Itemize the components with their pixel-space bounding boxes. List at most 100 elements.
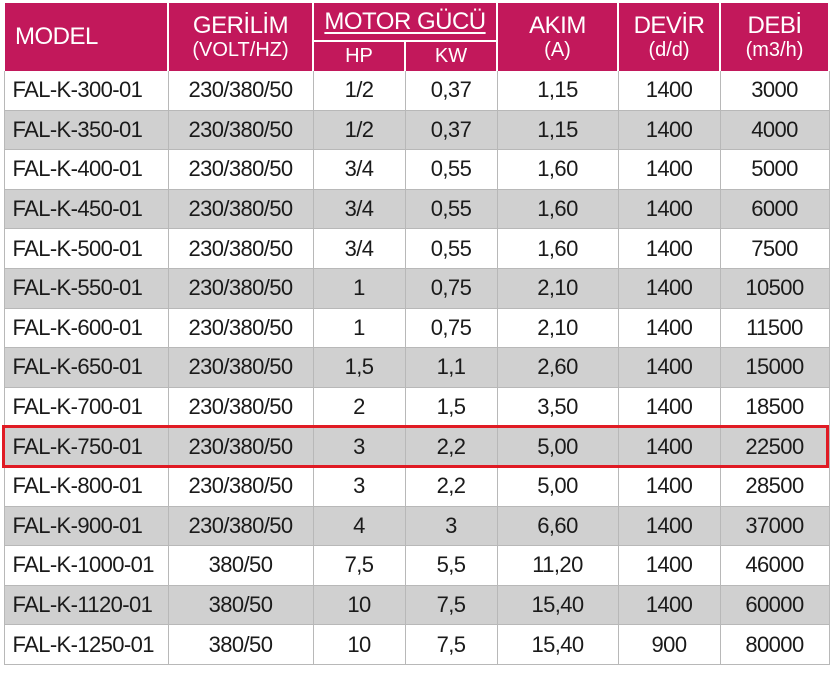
cell-current: 2,10 bbox=[496, 308, 619, 349]
cell-voltage: 230/380/50 bbox=[167, 387, 314, 428]
cell-hp: 1 bbox=[312, 268, 406, 309]
cell-voltage: 380/50 bbox=[167, 545, 314, 586]
cell-kw: 2,2 bbox=[404, 466, 498, 507]
table-row-highlighted: FAL-K-750-01 230/380/50 3 2,2 5,00 1400 22500 bbox=[3, 426, 830, 467]
cell-kw: 5,5 bbox=[404, 545, 498, 586]
cell-flow: 37000 bbox=[719, 506, 830, 547]
cell-speed: 900 bbox=[617, 624, 721, 665]
cell-hp: 3 bbox=[312, 466, 406, 507]
cell-speed: 1400 bbox=[617, 545, 721, 586]
cell-voltage: 230/380/50 bbox=[167, 506, 314, 547]
cell-flow: 11500 bbox=[719, 308, 830, 349]
cell-model: FAL-K-450-01 bbox=[3, 189, 169, 230]
table-header: MODEL GERİLİM (VOLT/HZ) MOTOR GÜCÜ AKIM … bbox=[3, 3, 830, 71]
cell-hp: 1 bbox=[312, 308, 406, 349]
header-voltage: GERİLİM (VOLT/HZ) bbox=[167, 3, 314, 71]
cell-voltage: 230/380/50 bbox=[167, 268, 314, 309]
cell-voltage: 380/50 bbox=[167, 624, 314, 665]
cell-speed: 1400 bbox=[617, 387, 721, 428]
cell-hp: 1/2 bbox=[312, 71, 406, 111]
cell-flow: 46000 bbox=[719, 545, 830, 586]
cell-model: FAL-K-800-01 bbox=[3, 466, 169, 507]
cell-current: 1,15 bbox=[496, 71, 619, 111]
cell-model: FAL-K-1000-01 bbox=[3, 545, 169, 586]
cell-hp: 10 bbox=[312, 585, 406, 626]
cell-model: FAL-K-750-01 bbox=[3, 426, 169, 467]
cell-current: 6,60 bbox=[496, 506, 619, 547]
cell-flow: 5000 bbox=[719, 149, 830, 190]
cell-voltage: 230/380/50 bbox=[167, 189, 314, 230]
cell-hp: 1,5 bbox=[312, 347, 406, 388]
table-row: FAL-K-800-01 230/380/50 3 2,2 5,00 1400 28500 bbox=[3, 466, 830, 507]
spec-table: MODEL GERİLİM (VOLT/HZ) MOTOR GÜCÜ AKIM … bbox=[3, 3, 830, 665]
cell-current: 2,10 bbox=[496, 268, 619, 309]
cell-current: 1,15 bbox=[496, 110, 619, 151]
cell-speed: 1400 bbox=[617, 506, 721, 547]
cell-kw: 0,75 bbox=[404, 268, 498, 309]
header-flow: DEBİ (m3/h) bbox=[719, 3, 830, 71]
cell-hp: 3/4 bbox=[312, 228, 406, 269]
table-row: FAL-K-1250-01 380/50 10 7,5 15,40 900 80000 bbox=[3, 624, 830, 665]
cell-voltage: 230/380/50 bbox=[167, 426, 314, 467]
table-row: FAL-K-400-01 230/380/50 3/4 0,55 1,60 1400 500… bbox=[3, 149, 830, 190]
cell-voltage: 230/380/50 bbox=[167, 71, 314, 111]
cell-model: FAL-K-1250-01 bbox=[3, 624, 169, 665]
cell-voltage: 230/380/50 bbox=[167, 228, 314, 269]
cell-model: FAL-K-1120-01 bbox=[3, 585, 169, 626]
cell-current: 1,60 bbox=[496, 228, 619, 269]
table-row: FAL-K-900-01 230/380/50 4 3 6,60 1400 37000 bbox=[3, 506, 830, 547]
cell-kw: 0,75 bbox=[404, 308, 498, 349]
cell-speed: 1400 bbox=[617, 228, 721, 269]
cell-current: 1,60 bbox=[496, 149, 619, 190]
cell-voltage: 230/380/50 bbox=[167, 149, 314, 190]
cell-voltage: 380/50 bbox=[167, 585, 314, 626]
cell-model: FAL-K-500-01 bbox=[3, 228, 169, 269]
header-motor-power: MOTOR GÜCÜ bbox=[312, 3, 498, 42]
cell-kw: 1,1 bbox=[404, 347, 498, 388]
cell-speed: 1400 bbox=[617, 149, 721, 190]
cell-voltage: 230/380/50 bbox=[167, 110, 314, 151]
cell-speed: 1400 bbox=[617, 189, 721, 230]
cell-model: FAL-K-900-01 bbox=[3, 506, 169, 547]
cell-hp: 1/2 bbox=[312, 110, 406, 151]
cell-model: FAL-K-400-01 bbox=[3, 149, 169, 190]
cell-kw: 1,5 bbox=[404, 387, 498, 428]
cell-hp: 7,5 bbox=[312, 545, 406, 586]
cell-flow: 7500 bbox=[719, 228, 830, 269]
cell-kw: 0,55 bbox=[404, 149, 498, 190]
cell-kw: 0,37 bbox=[404, 71, 498, 111]
cell-flow: 22500 bbox=[719, 426, 830, 467]
cell-current: 15,40 bbox=[496, 585, 619, 626]
table-row: FAL-K-500-01 230/380/50 3/4 0,55 1,60 1400 750… bbox=[3, 228, 830, 269]
cell-current: 1,60 bbox=[496, 189, 619, 230]
cell-voltage: 230/380/50 bbox=[167, 466, 314, 507]
cell-current: 3,50 bbox=[496, 387, 619, 428]
cell-speed: 1400 bbox=[617, 308, 721, 349]
cell-current: 2,60 bbox=[496, 347, 619, 388]
cell-hp: 3 bbox=[312, 426, 406, 467]
table-row: FAL-K-1000-01 380/50 7,5 5,5 11,20 1400 46000 bbox=[3, 545, 830, 586]
cell-flow: 18500 bbox=[719, 387, 830, 428]
cell-current: 11,20 bbox=[496, 545, 619, 586]
table-row: FAL-K-450-01 230/380/50 3/4 0,55 1,60 1400 600… bbox=[3, 189, 830, 230]
cell-current: 5,00 bbox=[496, 426, 619, 467]
cell-voltage: 230/380/50 bbox=[167, 308, 314, 349]
cell-hp: 4 bbox=[312, 506, 406, 547]
cell-flow: 10500 bbox=[719, 268, 830, 309]
header-current: AKIM (A) bbox=[496, 3, 619, 71]
cell-model: FAL-K-300-01 bbox=[3, 71, 169, 111]
table-row: FAL-K-300-01 230/380/50 1/2 0,37 1,15 1400 300… bbox=[3, 71, 830, 111]
cell-kw: 0,55 bbox=[404, 189, 498, 230]
table-row: FAL-K-1120-01 380/50 10 7,5 15,40 1400 60000 bbox=[3, 585, 830, 626]
cell-kw: 2,2 bbox=[404, 426, 498, 467]
cell-model: FAL-K-600-01 bbox=[3, 308, 169, 349]
cell-flow: 3000 bbox=[719, 71, 830, 111]
header-model: MODEL bbox=[3, 3, 169, 71]
cell-kw: 0,37 bbox=[404, 110, 498, 151]
cell-hp: 3/4 bbox=[312, 189, 406, 230]
cell-hp: 2 bbox=[312, 387, 406, 428]
header-hp: HP bbox=[312, 41, 406, 71]
cell-kw: 0,55 bbox=[404, 228, 498, 269]
header-speed: DEVİR (d/d) bbox=[617, 3, 721, 71]
cell-speed: 1400 bbox=[617, 347, 721, 388]
